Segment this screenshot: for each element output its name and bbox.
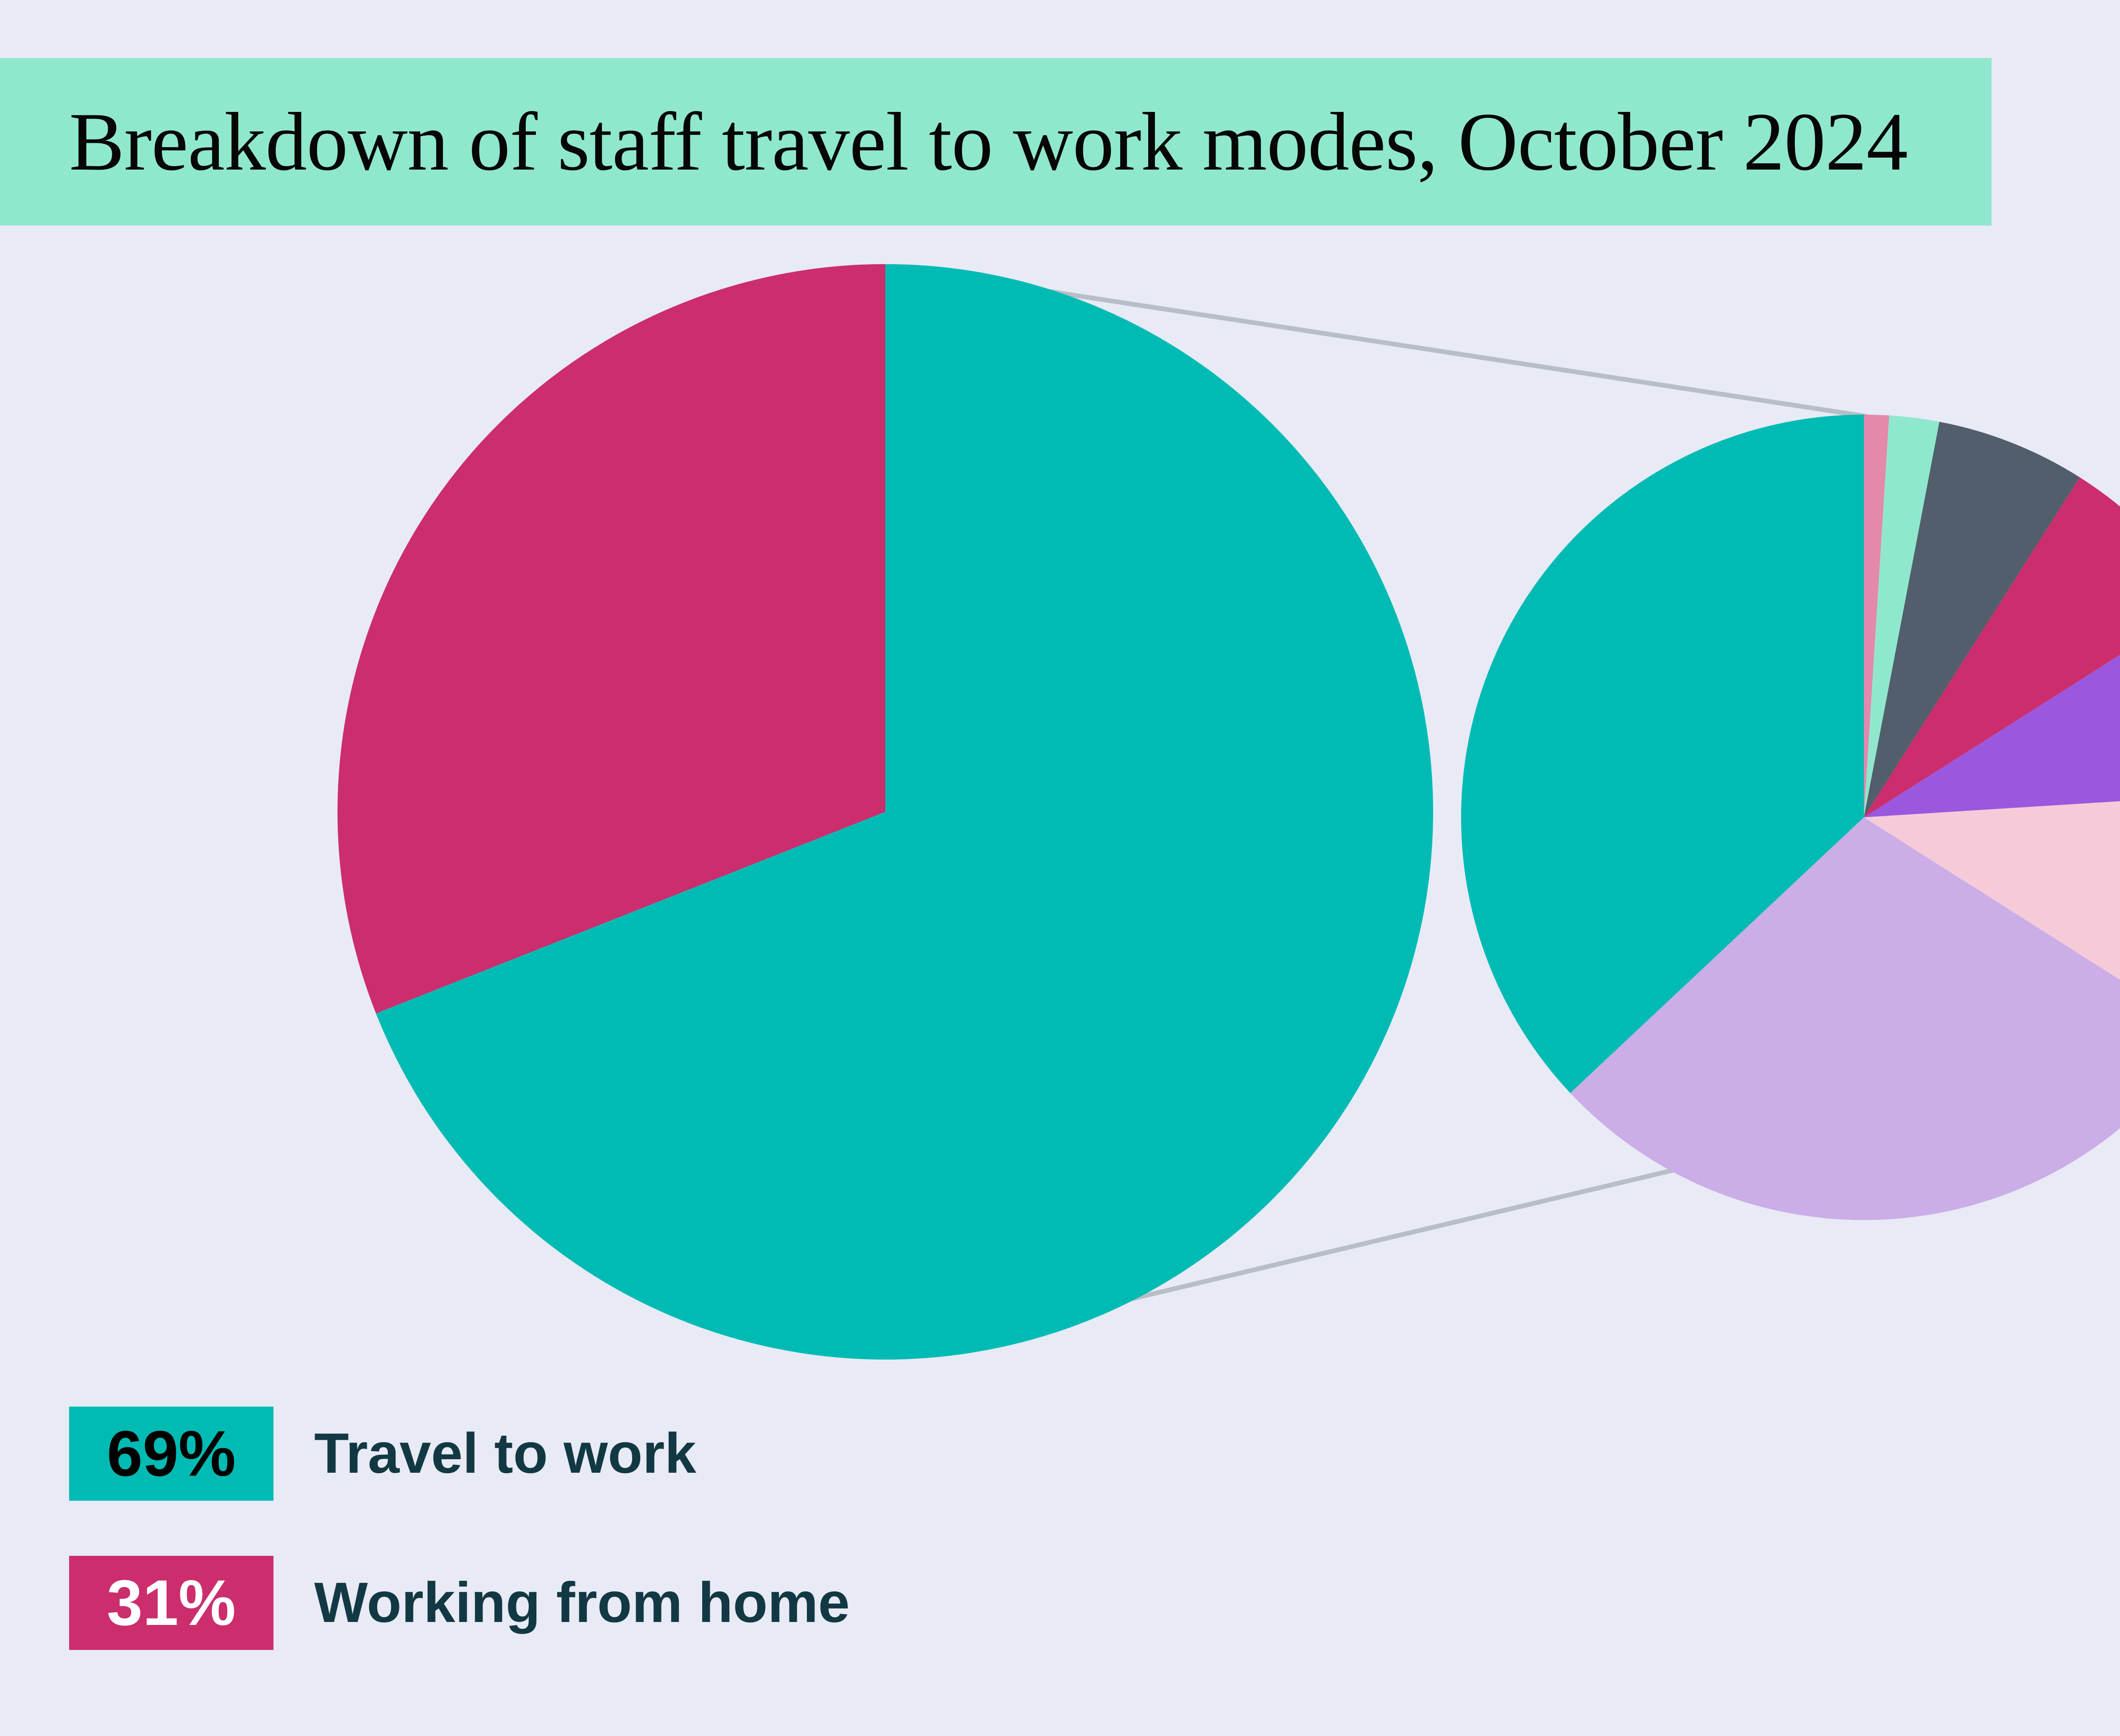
summary-legend-item-swatch: 69% <box>69 1407 273 1501</box>
overview-pie <box>337 264 1433 1360</box>
page-title: Breakdown of staff travel to work modes,… <box>69 95 1908 188</box>
pie-slice <box>1864 415 1889 817</box>
summary-legend-item-percent: 69% <box>106 1418 236 1490</box>
pie-slice <box>376 264 1433 1360</box>
title-banner: Breakdown of staff travel to work modes,… <box>0 58 1992 226</box>
connector-lines <box>886 264 1867 1360</box>
pie-slice <box>1864 801 2120 980</box>
breakdown-pie <box>1461 415 2120 1220</box>
pie-slice <box>1461 415 1864 1093</box>
summary-legend-item-label: Working from home <box>314 1571 850 1634</box>
pie-connector-line <box>887 264 1867 419</box>
summary-legend-item-percent: 31% <box>106 1567 236 1639</box>
pie-slice <box>1864 477 2120 817</box>
pie-connector-line <box>886 1167 1678 1360</box>
pie-slice <box>337 264 886 1014</box>
pie-slice <box>1864 415 1940 817</box>
summary-legend-item-row[interactable]: 31% Working from home <box>69 1556 850 1650</box>
summary-legend-item-swatch: 31% <box>69 1556 273 1650</box>
pie-slice <box>1864 421 2080 817</box>
pie-slice <box>1570 817 2120 1220</box>
summary-legend-item-row[interactable]: 69% Travel to work <box>69 1407 696 1501</box>
pie-slice <box>1864 655 2120 817</box>
summary-legend-item-label: Travel to work <box>314 1422 697 1485</box>
